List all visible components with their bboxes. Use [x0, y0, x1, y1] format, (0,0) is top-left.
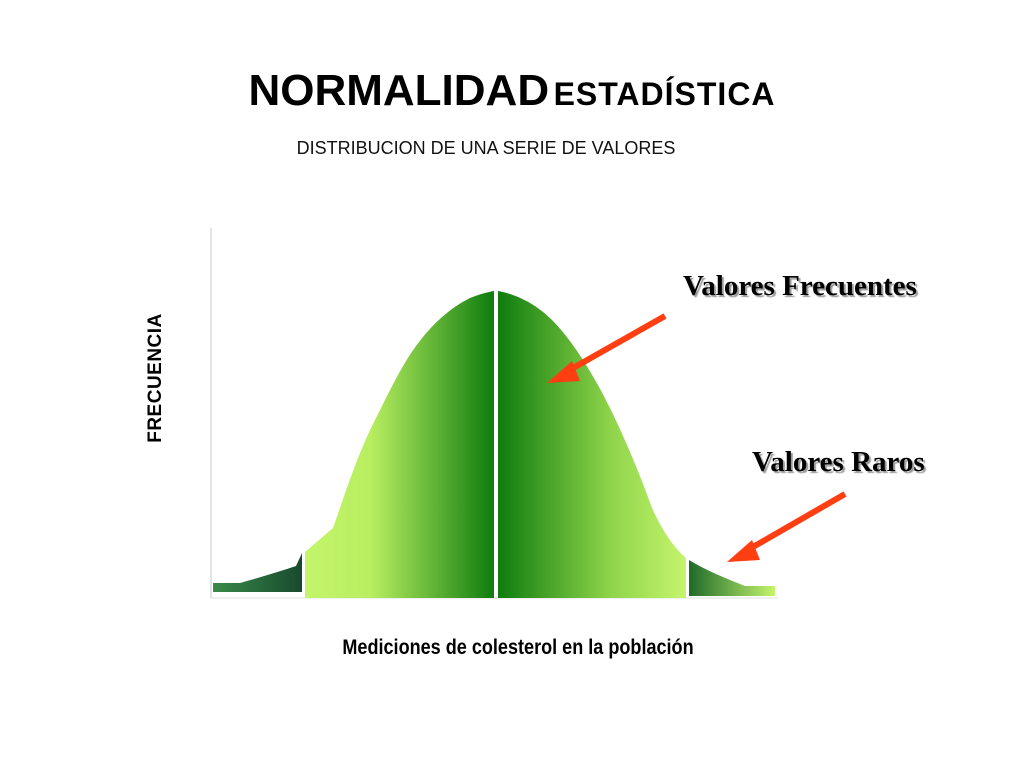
arrow-frequent — [547, 313, 667, 383]
arrow-rare — [727, 491, 847, 562]
bell-left-half — [305, 291, 494, 598]
page-title: NORMALIDAD ESTADÍSTICA — [0, 66, 1024, 116]
subtitle: DISTRIBUCION DE UNA SERIE DE VALORES — [296, 138, 676, 158]
left-tail-region — [213, 553, 302, 592]
annotation-frequent-values: Valores Frecuentes — [683, 270, 917, 302]
title-main: NORMALIDAD — [248, 66, 550, 115]
right-tail-region — [689, 560, 775, 596]
title-secondary: ESTADÍSTICA — [553, 76, 776, 112]
annotation-rare-values: Valores Raros — [752, 446, 925, 478]
bell-right-half — [498, 291, 686, 598]
x-axis-label: Mediciones de colesterol en la población — [342, 636, 694, 659]
